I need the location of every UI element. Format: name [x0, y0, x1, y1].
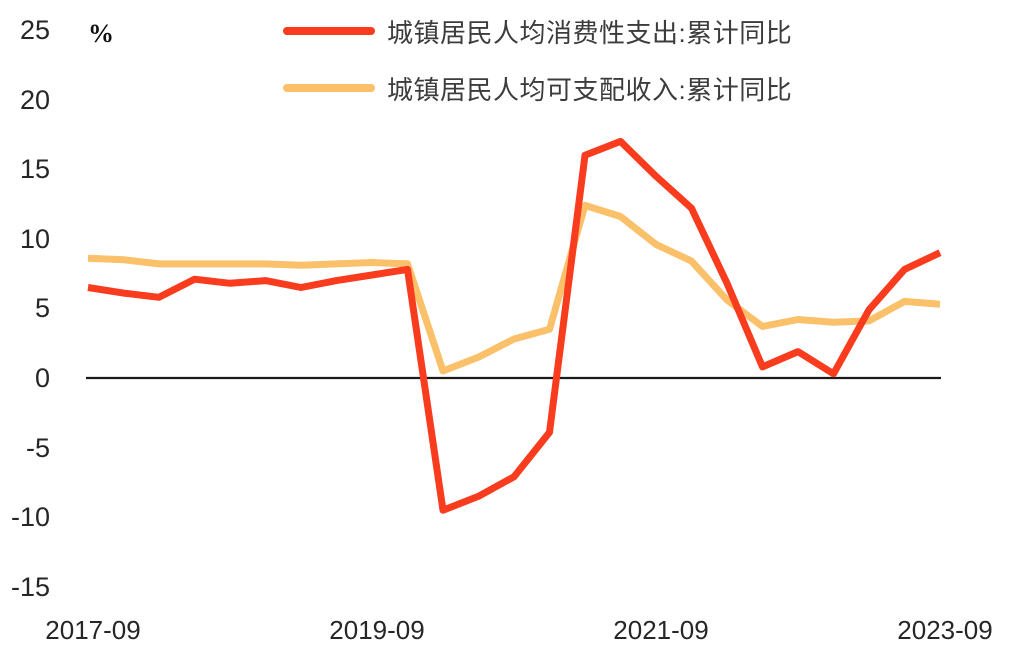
y-axis-unit-label: %	[88, 19, 114, 48]
y-tick-label: 15	[19, 154, 50, 185]
y-tick-label: -5	[25, 432, 50, 463]
y-tick-label: 0	[34, 363, 50, 393]
legend-label-income: 城镇居民人均可支配收入:累计同比	[387, 74, 793, 105]
y-tick-label: 20	[19, 84, 50, 115]
income-line	[87, 201, 941, 375]
y-tick-label: -15	[10, 571, 50, 602]
x-tick-label: 2017-09	[45, 615, 141, 645]
y-tick-label: -10	[10, 502, 50, 533]
legend-label-expenditure: 城镇居民人均消费性支出:累计同比	[387, 17, 793, 48]
legend-item-expenditure: 城镇居民人均消费性支出:累计同比	[283, 13, 792, 49]
legend-swatch-income-icon	[283, 84, 375, 92]
x-tick-label: 2019-09	[329, 615, 425, 645]
y-tick-label: 5	[34, 293, 50, 324]
y-tick-label: 25	[19, 15, 50, 45]
expenditure-line	[87, 137, 942, 514]
x-tick-label: 2023-09	[897, 615, 993, 645]
legend-swatch-expenditure-icon	[283, 27, 375, 35]
legend-item-income: 城镇居民人均可支配收入:累计同比	[283, 70, 792, 106]
y-tick-label: 10	[19, 223, 50, 254]
legend: 城镇居民人均消费性支出:累计同比 城镇居民人均可支配收入:累计同比	[283, 13, 792, 127]
x-tick-label: 2021-09	[613, 615, 709, 645]
